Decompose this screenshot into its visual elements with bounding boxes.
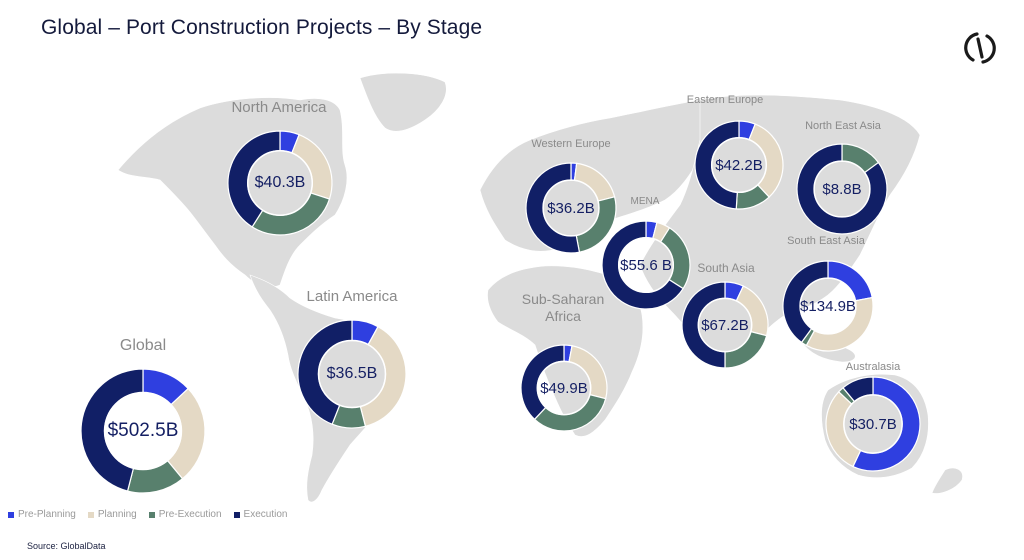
donut-total-value: $67.2B [701, 316, 749, 334]
donut-latin-america: $36.5B [296, 318, 408, 430]
page-title: Global – Port Construction Projects – By… [41, 16, 483, 39]
donut-total-value: $36.2B [547, 199, 595, 217]
legend-label: Execution [243, 509, 288, 520]
donut-eastern-europe: $42.2B [693, 119, 785, 211]
donut-north-america: $40.3B [226, 129, 334, 237]
region-label-western-europe: Western Europe [531, 138, 611, 150]
region-label-eastern-europe: Eastern Europe [686, 94, 764, 106]
donut-total-value: $30.7B [849, 415, 897, 433]
region-label-north-america: North America [231, 99, 327, 116]
legend-item-execution: Execution [233, 509, 288, 520]
region-label-mena: MENA [630, 196, 660, 207]
legend-item-planning: Planning [87, 509, 137, 520]
donut-south-asia: $67.2B [680, 280, 770, 370]
donut-total-value: $40.3B [254, 174, 306, 191]
donut-global: $502.5B [79, 367, 207, 495]
legend-swatch-execution [233, 511, 240, 518]
donut-total-value: $42.2B [715, 156, 763, 174]
donut-south-east-asia: $134.9B [781, 259, 875, 353]
region-label-south-asia: South Asia [697, 261, 755, 275]
legend-swatch-pre-planning [8, 511, 14, 518]
donut-western-europe: $36.2B [524, 161, 618, 255]
legend-label: Pre-Execution [158, 509, 222, 520]
legend-item-pre-planning: Pre-Planning [8, 509, 76, 520]
donut-total-value: $36.5B [326, 365, 378, 382]
chart-legend: Pre-Planning Planning Pre-Execution Exec… [8, 509, 287, 520]
legend-swatch-planning [87, 511, 94, 518]
region-label-global: Global [119, 337, 167, 354]
legend-item-pre-execution: Pre-Execution [148, 509, 222, 520]
region-label-south-east-asia: South East Asia [787, 235, 865, 247]
region-label-australasia: Australasia [845, 361, 901, 373]
donut-total-value: $8.8B [822, 180, 862, 198]
region-label-north-east-asia: North East Asia [805, 120, 881, 132]
donut-sub-saharan-africa: $49.9B [519, 343, 609, 433]
donut-total-value: $55.6 B [620, 256, 672, 274]
donut-total-value: $134.9B [800, 297, 856, 315]
region-label-latin-america: Latin America [306, 288, 398, 305]
new-zealand-landmass [931, 467, 963, 494]
legend-swatch-pre-execution [148, 511, 155, 518]
legend-label: Planning [97, 509, 137, 520]
source-note: Source: GlobalData [27, 541, 106, 551]
donut-australasia: $30.7B [824, 375, 922, 473]
globaldata-logo-icon [964, 32, 996, 64]
greenland-landmass [359, 72, 447, 132]
donut-north-east-asia: $8.8B [795, 142, 889, 236]
region-label-sub-saharan-africa: Sub-Saharan Africa [521, 291, 605, 324]
donut-total-value: $49.9B [540, 379, 588, 397]
legend-label: Pre-Planning [18, 509, 76, 520]
donut-total-value: $502.5B [107, 420, 179, 441]
donut-mena: $55.6 B [600, 219, 692, 311]
